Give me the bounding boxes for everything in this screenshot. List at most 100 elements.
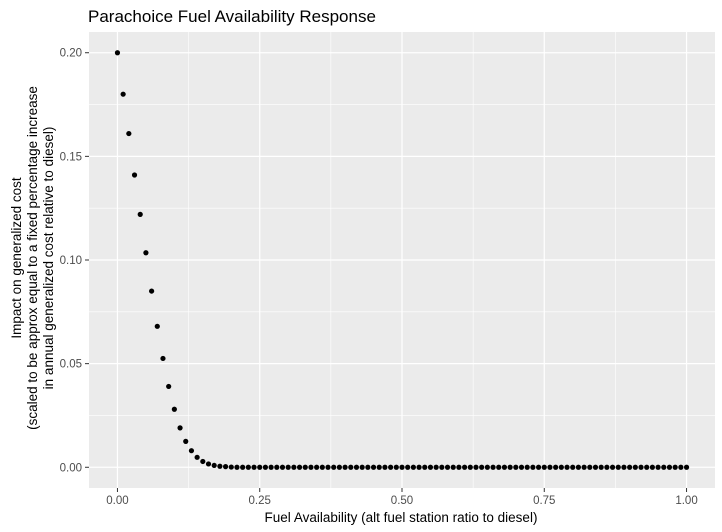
- data-point: [484, 464, 490, 470]
- data-point: [564, 464, 570, 470]
- data-point: [228, 464, 234, 470]
- y-tick-label: 0.00: [60, 462, 82, 474]
- data-point: [501, 464, 508, 470]
- data-point: [234, 464, 240, 470]
- data-point: [177, 425, 183, 431]
- data-point: [211, 462, 217, 469]
- data-point: [558, 464, 564, 470]
- y-axis-label: Impact on generalized cost (scaled to be…: [9, 86, 56, 430]
- data-point: [666, 464, 673, 470]
- data-point: [114, 50, 121, 56]
- data-point: [615, 464, 621, 470]
- data-point: [644, 464, 650, 470]
- data-point: [518, 464, 525, 470]
- data-point: [604, 464, 610, 470]
- data-point: [649, 464, 656, 470]
- data-point: [661, 464, 667, 470]
- data-point: [507, 464, 513, 470]
- data-point: [240, 464, 246, 470]
- data-point: [547, 464, 553, 470]
- data-point: [541, 464, 547, 470]
- data-point: [655, 464, 661, 470]
- x-axis-label: Fuel Availability (alt fuel station rati…: [265, 510, 538, 525]
- data-point: [183, 438, 189, 444]
- data-point: [410, 464, 416, 470]
- data-point: [513, 464, 519, 470]
- y-axis-label-line-2: (scaled to be approx equal to a fixed pe…: [25, 86, 40, 430]
- data-point: [370, 464, 377, 470]
- data-point: [194, 454, 200, 460]
- data-point: [575, 464, 582, 470]
- data-point: [325, 464, 331, 470]
- data-point: [188, 448, 195, 454]
- data-point: [467, 464, 473, 470]
- x-tick-label: 0.25: [249, 495, 271, 507]
- data-point: [205, 461, 212, 467]
- data-point: [251, 464, 257, 470]
- data-point: [302, 464, 308, 470]
- data-point: [126, 130, 132, 137]
- data-point: [444, 464, 451, 470]
- y-axis-ticks: 0.00 0.05 0.10 0.15 0.20: [60, 48, 89, 474]
- data-point: [296, 464, 303, 470]
- data-point: [285, 464, 291, 470]
- data-point: [382, 464, 388, 470]
- x-tick-label: 0.50: [391, 495, 413, 507]
- data-point: [399, 464, 405, 470]
- data-point: [359, 464, 365, 470]
- data-point: [120, 91, 126, 97]
- data-point: [388, 464, 394, 470]
- data-point: [314, 464, 320, 470]
- data-point: [336, 464, 342, 470]
- data-point: [672, 464, 678, 470]
- data-point: [439, 464, 445, 470]
- data-point: [131, 172, 138, 178]
- data-point: [262, 464, 269, 470]
- data-point: [166, 383, 172, 390]
- data-point: [456, 464, 462, 470]
- data-point: [433, 464, 439, 470]
- data-point: [638, 464, 644, 470]
- data-point: [200, 458, 206, 465]
- data-point: [598, 464, 604, 470]
- y-tick-label: 0.05: [60, 359, 82, 371]
- data-point: [553, 464, 559, 470]
- data-point: [535, 464, 542, 470]
- data-point: [171, 406, 177, 412]
- data-point: [416, 464, 422, 470]
- y-axis-label-line-1: Impact on generalized cost: [9, 177, 24, 339]
- data-point: [450, 464, 456, 470]
- y-axis-label-line-3: in annual generalized cost relative to d…: [41, 127, 56, 390]
- data-point: [479, 464, 485, 470]
- data-point: [627, 464, 633, 470]
- data-point: [143, 250, 149, 256]
- data-point: [137, 211, 143, 217]
- data-point: [632, 464, 638, 470]
- data-point: [530, 464, 536, 470]
- data-point: [268, 464, 274, 470]
- data-point: [524, 464, 530, 470]
- x-tick-label: 0.00: [106, 495, 128, 507]
- data-point: [393, 464, 399, 470]
- data-point: [592, 464, 599, 470]
- data-point: [490, 464, 496, 470]
- data-point: [348, 464, 354, 470]
- data-point: [154, 323, 160, 329]
- data-point: [279, 464, 286, 470]
- y-tick-label: 0.20: [60, 48, 82, 60]
- x-axis-ticks: 0.00 0.25 0.50 0.75 1.00: [106, 488, 698, 507]
- data-point: [405, 464, 411, 470]
- data-point: [462, 464, 468, 470]
- chart-title: Parachoice Fuel Availability Response: [88, 7, 376, 26]
- data-point: [422, 464, 428, 470]
- data-point: [331, 464, 337, 470]
- data-point: [427, 464, 434, 470]
- data-point: [342, 464, 348, 470]
- data-points: [114, 50, 690, 470]
- data-point: [160, 355, 166, 362]
- data-point: [570, 464, 576, 470]
- data-point: [609, 464, 616, 470]
- data-point: [473, 464, 479, 470]
- data-point: [365, 464, 371, 470]
- data-point: [222, 464, 229, 470]
